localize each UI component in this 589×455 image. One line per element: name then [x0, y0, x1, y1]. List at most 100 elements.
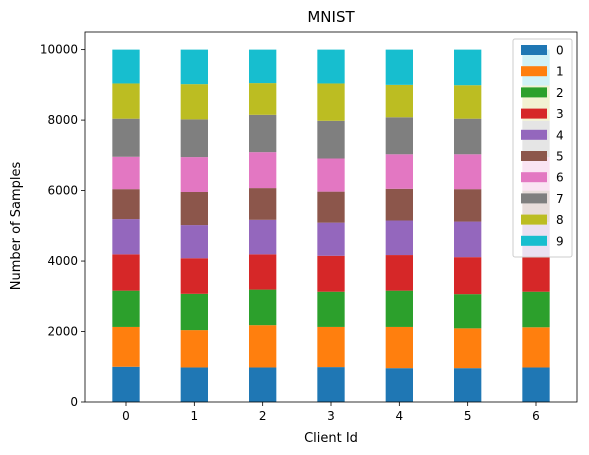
legend-swatch-4	[521, 129, 547, 140]
y-tick-label: 10000	[40, 43, 78, 57]
bar-segment-client-3-label-6	[317, 158, 345, 192]
bar-segment-client-2-label-1	[249, 325, 277, 368]
legend-label-0: 0	[556, 44, 564, 58]
bar-segment-client-3-label-0	[317, 367, 345, 402]
bar-segment-client-0-label-7	[112, 118, 140, 157]
y-tick-label: 8000	[47, 113, 78, 127]
bar-segment-client-3-label-3	[317, 255, 345, 292]
bar-segment-client-5-label-3	[454, 257, 482, 295]
bar-segment-client-2-label-4	[249, 219, 277, 255]
bar-segment-client-3-label-7	[317, 120, 345, 159]
bar-segment-client-0-label-2	[112, 290, 140, 327]
bar-segment-client-0-label-8	[112, 83, 140, 119]
bar-segment-client-2-label-8	[249, 83, 277, 115]
x-tick-label: 1	[191, 409, 199, 423]
bar-segment-client-5-label-1	[454, 328, 482, 369]
legend-swatch-0	[521, 45, 547, 55]
legend-label-3: 3	[556, 107, 564, 121]
legend: 0 1 2 3 4 5 6 7 8 9	[512, 38, 573, 258]
bar-segment-client-2-label-5	[249, 188, 277, 220]
bar-segment-client-0-label-9	[112, 49, 140, 84]
bar-stacks	[112, 49, 550, 402]
y-tick-label: 4000	[47, 254, 78, 268]
bar-segment-client-1-label-7	[180, 119, 208, 158]
bar-segment-client-4-label-8	[385, 84, 413, 118]
bar-segment-client-5-label-5	[454, 189, 482, 222]
bar-segment-client-2-label-9	[249, 49, 277, 84]
bar-segment-client-3-label-1	[317, 326, 345, 368]
bar-segment-client-1-label-1	[180, 330, 208, 368]
bar-segment-client-5-label-4	[454, 221, 482, 258]
bar-segment-client-1-label-3	[180, 258, 208, 294]
bar-segment-client-0-label-6	[112, 156, 140, 190]
legend-label-2: 2	[556, 86, 564, 100]
bar-segment-client-2-label-2	[249, 289, 277, 326]
legend-swatch-6	[521, 172, 547, 183]
y-tick-label: 6000	[47, 184, 78, 198]
bar-segment-client-6-label-0	[522, 367, 550, 402]
legend-swatch-7	[521, 193, 547, 204]
bar-segment-client-2-label-7	[249, 114, 277, 153]
bar-segment-client-2-label-0	[249, 367, 277, 402]
legend-swatch-1	[521, 66, 547, 77]
bar-segment-client-1-label-5	[180, 191, 208, 226]
x-tick-label: 4	[396, 409, 404, 423]
x-axis-label: Client Id	[304, 431, 358, 446]
legend-swatch-5	[521, 151, 547, 161]
bar-segment-client-1-label-6	[180, 157, 208, 192]
x-tick-label: 6	[532, 409, 540, 423]
legend-swatch-2	[521, 87, 547, 98]
bar-segment-client-0-label-1	[112, 326, 140, 367]
bar-segment-client-1-label-9	[180, 49, 208, 85]
x-tick-label: 2	[259, 409, 267, 423]
bar-segment-client-3-label-5	[317, 191, 345, 223]
y-axis-label: Number of Samples	[9, 162, 24, 291]
bar-segment-client-4-label-4	[385, 220, 413, 256]
y-tick-label: 2000	[47, 325, 78, 339]
x-tick-label: 5	[464, 409, 472, 423]
bar-segment-client-1-label-8	[180, 84, 208, 120]
bar-segment-client-4-label-5	[385, 188, 413, 221]
bar-segment-client-0-label-4	[112, 219, 140, 255]
legend-label-4: 4	[556, 128, 564, 142]
legend-label-6: 6	[556, 171, 564, 185]
legend-label-8: 8	[556, 213, 564, 227]
legend-swatch-8	[521, 214, 547, 225]
bar-segment-client-4-label-9	[385, 49, 413, 85]
legend-label-1: 1	[556, 65, 564, 79]
bar-segment-client-6-label-2	[522, 291, 550, 328]
bar-segment-client-2-label-6	[249, 152, 277, 189]
x-tick-label: 3	[327, 409, 335, 423]
bar-segment-client-3-label-2	[317, 291, 345, 327]
bar-segment-client-4-label-1	[385, 326, 413, 369]
bar-segment-client-0-label-5	[112, 189, 140, 220]
bar-segment-client-0-label-0	[112, 366, 140, 402]
bar-segment-client-3-label-9	[317, 49, 345, 84]
y-tick-label: 0	[70, 395, 78, 409]
bar-segment-client-5-label-8	[454, 85, 482, 119]
bar-segment-client-4-label-3	[385, 255, 413, 291]
bar-segment-client-4-label-7	[385, 117, 413, 155]
bar-segment-client-1-label-2	[180, 293, 208, 331]
bar-segment-client-5-label-9	[454, 49, 482, 86]
bar-segment-client-5-label-7	[454, 118, 482, 155]
bar-segment-client-2-label-3	[249, 254, 277, 290]
legend-label-9: 9	[556, 234, 564, 248]
legend-label-5: 5	[556, 150, 564, 164]
bar-segment-client-4-label-0	[385, 368, 413, 402]
bar-segment-client-4-label-6	[385, 154, 413, 189]
legend-label-7: 7	[556, 192, 564, 206]
bar-segment-client-4-label-2	[385, 290, 413, 327]
bar-segment-client-1-label-4	[180, 225, 208, 259]
bar-segment-client-6-label-1	[522, 327, 550, 368]
bar-segment-client-6-label-3	[522, 256, 550, 292]
bar-segment-client-3-label-4	[317, 222, 345, 256]
bar-segment-client-5-label-0	[454, 368, 482, 402]
bar-segment-client-1-label-0	[180, 367, 208, 402]
bar-segment-client-5-label-6	[454, 154, 482, 190]
bar-segment-client-5-label-2	[454, 294, 482, 329]
bar-segment-client-3-label-8	[317, 83, 345, 121]
legend-swatch-9	[521, 235, 547, 246]
x-tick-label: 0	[122, 409, 130, 423]
